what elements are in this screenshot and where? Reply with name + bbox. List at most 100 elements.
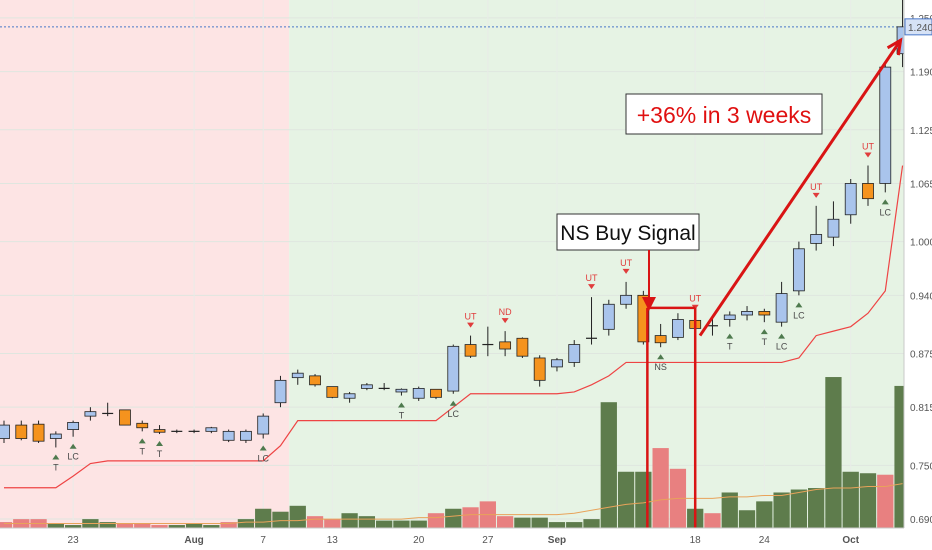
gain-label: +36% in 3 weeks bbox=[637, 102, 812, 128]
candle-body bbox=[291, 372, 304, 379]
last-price-badge: 1.240 bbox=[904, 18, 932, 36]
y-axis-panel bbox=[904, 0, 932, 550]
candle bbox=[240, 429, 252, 443]
signal-down-arrow bbox=[467, 322, 475, 328]
candle-body bbox=[654, 335, 667, 344]
signal-label: LC bbox=[67, 452, 79, 462]
signal-down-arrow bbox=[812, 192, 820, 198]
signal-up-arrow bbox=[795, 302, 803, 308]
candle bbox=[309, 374, 321, 387]
candle bbox=[844, 178, 857, 224]
signal-label: UT bbox=[810, 182, 822, 192]
last-price-badge-text: 1.240 bbox=[908, 23, 932, 34]
volume-bar bbox=[237, 519, 255, 528]
candle bbox=[188, 429, 200, 434]
candle-body bbox=[360, 384, 373, 389]
signal-label: LC bbox=[448, 409, 460, 419]
candle-body bbox=[257, 415, 270, 435]
volume-bar bbox=[427, 513, 445, 528]
region-background bbox=[289, 0, 904, 528]
volume-bar bbox=[358, 516, 376, 528]
signal-marker: UT bbox=[586, 273, 598, 290]
signal-marker: LC bbox=[793, 302, 805, 320]
candle-body bbox=[792, 248, 805, 292]
candle bbox=[706, 317, 718, 336]
candle bbox=[758, 308, 771, 323]
candle bbox=[32, 420, 45, 443]
candle-body bbox=[84, 411, 97, 417]
x-axis-panel bbox=[0, 528, 932, 550]
candles bbox=[0, 0, 909, 448]
candle bbox=[360, 383, 373, 391]
candle-body bbox=[412, 387, 425, 399]
volume-bar bbox=[548, 522, 566, 528]
candle bbox=[568, 340, 581, 367]
candle bbox=[792, 241, 805, 296]
signal-up-arrow bbox=[397, 402, 405, 408]
volume-bar bbox=[410, 520, 427, 528]
signal-marker: UT bbox=[862, 142, 874, 158]
candle bbox=[430, 388, 442, 400]
signal-marker: NS bbox=[654, 354, 667, 372]
signal-label: UT bbox=[620, 258, 632, 268]
signal-label: T bbox=[762, 337, 768, 347]
y-tick-label: 1.065 bbox=[910, 179, 932, 190]
signal-down-arrow bbox=[864, 152, 872, 158]
volume-bar bbox=[445, 508, 462, 528]
y-tick-label: 0.750 bbox=[910, 461, 932, 472]
volume-bar bbox=[756, 501, 773, 528]
signal-label: T bbox=[53, 462, 59, 472]
candle bbox=[395, 388, 408, 396]
candle bbox=[551, 357, 563, 372]
candle-body bbox=[67, 421, 80, 430]
candle-body bbox=[775, 293, 788, 323]
signal-marker: LC bbox=[776, 333, 788, 352]
gain-arrow-line bbox=[698, 39, 902, 337]
volume-bar bbox=[324, 519, 341, 528]
candle-body bbox=[827, 218, 840, 238]
x-tick-label: Aug bbox=[184, 535, 203, 546]
signal-label: UT bbox=[862, 142, 874, 152]
candle-body bbox=[568, 344, 581, 363]
candle bbox=[741, 306, 753, 321]
annotations: NS Buy Signal +36% in 3 weeks bbox=[556, 37, 903, 528]
x-tick-label: 27 bbox=[482, 535, 494, 546]
candle-body bbox=[844, 183, 857, 216]
volume-bar bbox=[635, 471, 652, 528]
candle-body bbox=[533, 357, 546, 381]
signal-up-arrow bbox=[657, 354, 665, 360]
candle-body bbox=[49, 433, 62, 439]
candle bbox=[153, 425, 166, 435]
signal-marker: LC bbox=[257, 445, 269, 464]
candle bbox=[879, 62, 892, 193]
candle-body bbox=[810, 234, 823, 244]
signal-up-arrow bbox=[760, 329, 768, 335]
volume-bar bbox=[790, 489, 808, 528]
signal-marker: T bbox=[397, 402, 405, 421]
candle bbox=[378, 383, 390, 391]
candle bbox=[810, 205, 823, 251]
candle bbox=[102, 402, 114, 417]
y-tick-label: 0.815 bbox=[910, 403, 932, 414]
candle-body bbox=[516, 337, 529, 357]
candle-body bbox=[637, 294, 650, 343]
candle bbox=[482, 326, 494, 357]
candle-body bbox=[15, 424, 28, 439]
volume-bar bbox=[842, 471, 859, 528]
candle bbox=[326, 386, 339, 399]
candle-body bbox=[205, 427, 218, 432]
signal-down-arrow bbox=[501, 318, 509, 324]
gain-box bbox=[625, 93, 823, 135]
volume-bar bbox=[376, 520, 393, 528]
signal-label: T bbox=[399, 411, 405, 421]
candle-body bbox=[741, 311, 753, 316]
candle bbox=[827, 201, 840, 247]
x-tick-label: 23 bbox=[68, 535, 80, 546]
volume-average-line bbox=[4, 483, 903, 525]
y-tick-label: 1.190 bbox=[910, 68, 932, 79]
volume-bar bbox=[808, 488, 825, 528]
volume-bar bbox=[220, 522, 237, 528]
volume-bar bbox=[704, 513, 721, 528]
signal-label: LC bbox=[880, 207, 892, 217]
candle-body bbox=[430, 388, 442, 398]
